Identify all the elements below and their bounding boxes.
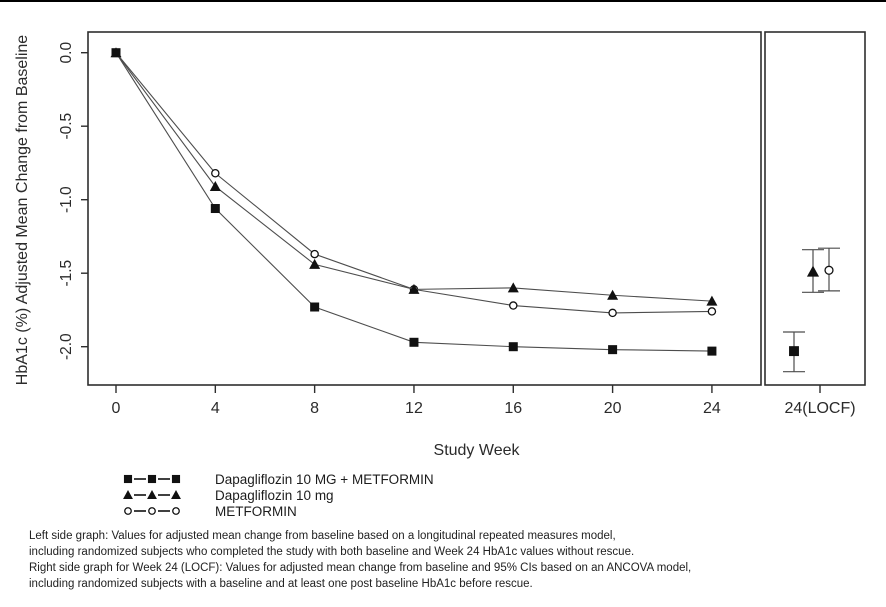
footnote-line: Right side graph for Week 24 (LOCF): Val… — [29, 562, 692, 574]
circle-marker-icon — [172, 507, 180, 515]
image-top-border — [0, 0, 886, 2]
square-marker-icon — [409, 337, 419, 347]
legend: Dapagliflozin 10 MG + METFORMIN Dapaglif… — [122, 471, 434, 519]
locf-panel-box — [764, 31, 866, 386]
legend-label: Dapagliflozin 10 mg — [215, 487, 334, 503]
legend-row-dapagliflozin: Dapagliflozin 10 mg — [122, 487, 434, 503]
footnote-line: including randomized subjects with a bas… — [29, 578, 533, 590]
left-panel-box — [87, 31, 762, 386]
circle-marker-icon — [124, 507, 132, 515]
circle-marker-icon — [310, 249, 319, 259]
circle-marker-icon — [148, 507, 156, 515]
square-marker-icon — [789, 346, 799, 357]
series-line — [115, 52, 712, 352]
x-tick-label: 4 — [211, 400, 220, 417]
triangle-marker-icon — [806, 265, 820, 277]
x-tick-label: 20 — [604, 400, 622, 417]
legend-key-circle-icon — [124, 507, 180, 515]
circle-marker-icon — [608, 308, 617, 318]
triangle-marker-icon — [607, 289, 619, 300]
y-tick-label: -0.5 — [58, 113, 75, 140]
y-tick-label: -2.0 — [58, 333, 75, 360]
legend-label: METFORMIN — [215, 503, 297, 519]
legend-key-square-icon — [123, 474, 181, 484]
triangle-marker-icon — [507, 282, 519, 293]
triangle-marker-icon — [309, 258, 321, 269]
y-tick-label: 0.0 — [58, 42, 75, 64]
footnotes: Left side graph: Values for adjusted mea… — [29, 528, 869, 592]
series-triangle — [110, 47, 824, 306]
triangle-marker-icon — [171, 490, 181, 500]
legend-key-triangle-icon — [123, 490, 181, 500]
x-tick-label: 12 — [405, 400, 423, 417]
footnote-line: including randomized subjects who comple… — [29, 546, 635, 558]
square-marker-icon — [171, 474, 181, 484]
legend-label: Dapagliflozin 10 MG + METFORMIN — [215, 471, 434, 487]
triangle-marker-icon — [123, 490, 133, 500]
y-tick-label: -1.0 — [58, 186, 75, 213]
legend-row-dapagliflozin-metformin: Dapagliflozin 10 MG + METFORMIN — [122, 471, 434, 487]
square-marker-icon — [123, 474, 133, 484]
series-line — [115, 52, 712, 314]
circle-marker-icon — [707, 307, 717, 316]
square-marker-icon — [508, 342, 518, 352]
legend-row-metformin: METFORMIN — [122, 503, 434, 519]
x-axis-title: Study Week — [433, 442, 520, 459]
triangle-marker-icon — [408, 283, 420, 294]
triangle-marker-icon — [706, 295, 718, 306]
square-marker-icon — [147, 474, 157, 484]
series-square — [111, 48, 805, 373]
square-marker-icon — [608, 345, 618, 355]
x-tick-label: 0 — [112, 400, 121, 417]
circle-marker-icon — [211, 168, 220, 178]
footnote-line: Left side graph: Values for adjusted mea… — [29, 530, 616, 542]
x-tick-label: 16 — [504, 400, 522, 417]
square-marker-icon — [210, 204, 220, 214]
series-circle — [111, 48, 840, 318]
x-tick-label-locf: 24(LOCF) — [784, 400, 855, 417]
circle-marker-icon — [824, 265, 834, 275]
triangle-marker-icon — [147, 490, 157, 500]
x-tick-label: 24 — [703, 400, 721, 417]
square-marker-icon — [707, 346, 717, 356]
series-line — [115, 52, 712, 302]
circle-marker-icon — [509, 301, 518, 310]
x-tick-label: 8 — [310, 400, 319, 417]
square-marker-icon — [310, 302, 320, 312]
plot-area: 0.0 -0.5 -1.0 -1.5 -2.0 0 4 8 12 16 20 24 24(LOCF) — [58, 31, 866, 417]
square-marker-icon — [111, 48, 121, 58]
y-tick-label: -1.5 — [58, 260, 75, 287]
triangle-marker-icon — [209, 180, 221, 191]
